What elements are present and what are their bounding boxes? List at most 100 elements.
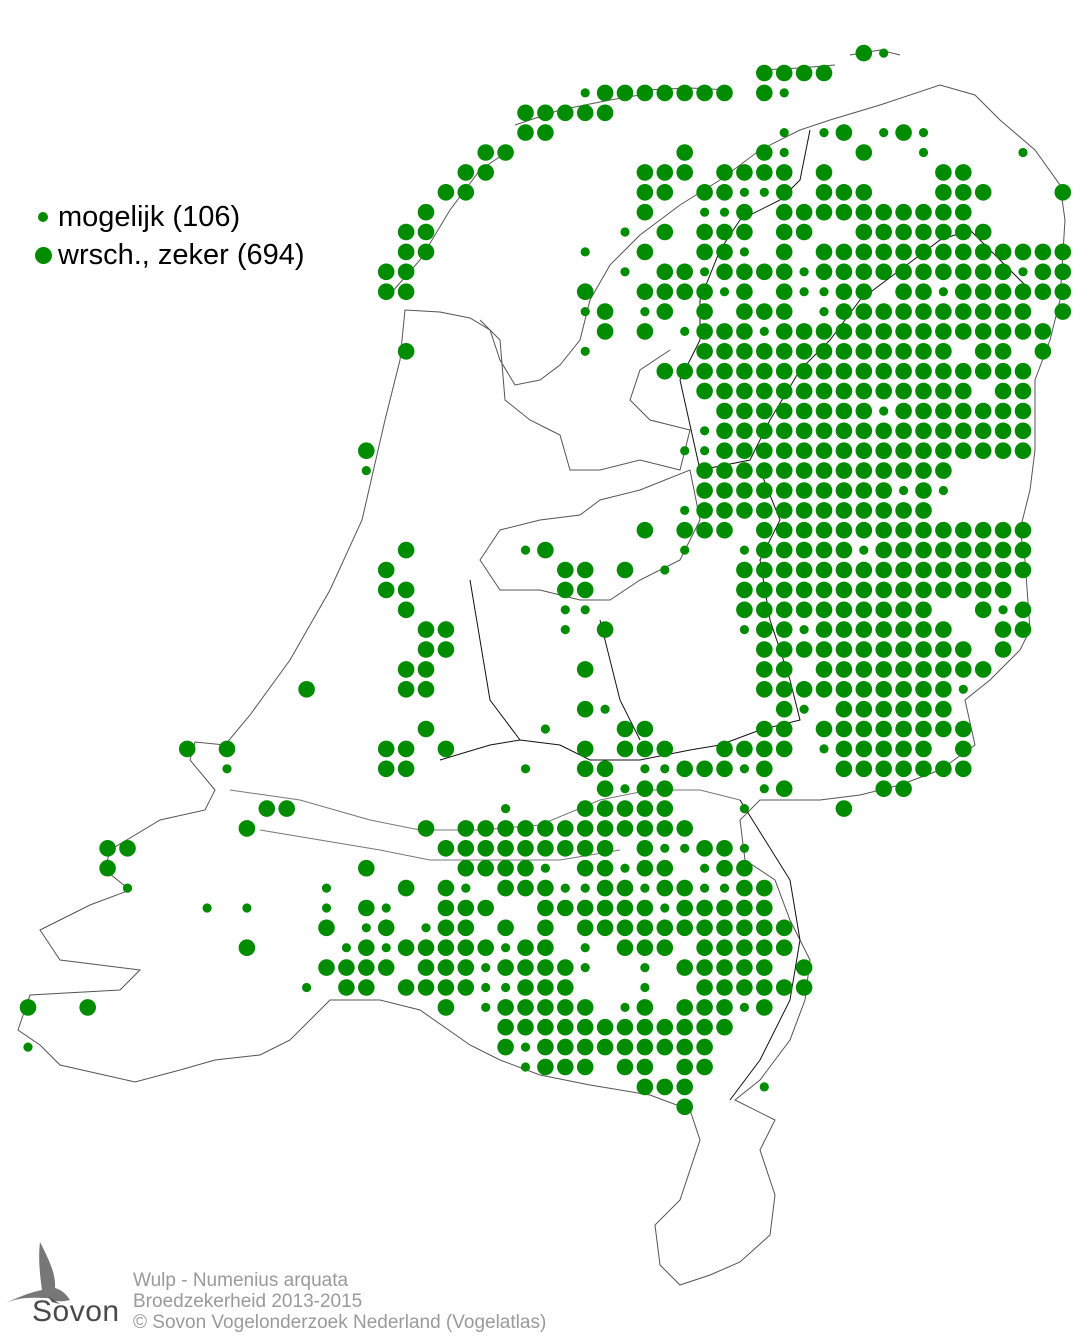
dot-probable-confirmed — [557, 899, 574, 917]
dot-probable-confirmed — [596, 899, 614, 917]
dot-probable-confirmed — [497, 820, 514, 837]
dot-probable-confirmed — [736, 959, 753, 976]
dot-probable-confirmed — [517, 939, 534, 956]
dot-probable-confirmed — [716, 164, 733, 181]
dot-probable-confirmed — [736, 879, 753, 897]
dot-probable-confirmed — [377, 740, 395, 758]
dot-possible — [819, 128, 829, 138]
dot-probable-confirmed — [457, 979, 475, 996]
legend-item-probable-confirmed: wrsch., zeker (694) — [28, 236, 305, 274]
dot-probable-confirmed — [696, 303, 713, 320]
dot-probable-confirmed — [596, 800, 614, 817]
dot-probable-confirmed — [676, 144, 693, 161]
dot-probable-confirmed — [815, 681, 833, 698]
dot-probable-confirmed — [935, 243, 952, 261]
dot-probable-confirmed — [974, 521, 992, 539]
dot-probable-confirmed — [1034, 263, 1052, 281]
dot-probable-confirmed — [696, 999, 713, 1016]
dot-probable-confirmed — [815, 621, 833, 638]
dot-probable-confirmed — [596, 919, 614, 937]
dot-probable-confirmed — [537, 979, 554, 996]
dot-possible — [700, 426, 710, 436]
dot-probable-confirmed — [19, 999, 37, 1016]
dot-probable-confirmed — [676, 521, 693, 539]
dot-probable-confirmed — [935, 184, 952, 201]
dot-probable-confirmed — [676, 1038, 693, 1056]
dot-probable-confirmed — [437, 999, 455, 1016]
dot-probable-confirmed — [895, 283, 912, 301]
dot-possible — [540, 724, 551, 734]
dot-probable-confirmed — [795, 502, 813, 519]
dot-probable-confirmed — [815, 343, 833, 360]
dot-probable-confirmed — [636, 164, 654, 181]
dot-probable-confirmed — [974, 343, 992, 360]
province-border — [679, 129, 1031, 471]
dot-probable-confirmed — [596, 1038, 614, 1056]
dot-probable-confirmed — [557, 959, 574, 976]
dot-probable-confirmed — [994, 561, 1012, 579]
dot-probable-confirmed — [895, 462, 912, 479]
dot-probable-confirmed — [974, 263, 992, 281]
dot-probable-confirmed — [955, 164, 972, 181]
dot-possible — [381, 943, 391, 953]
dot-probable-confirmed — [298, 681, 315, 698]
dot-possible — [1018, 267, 1028, 277]
dot-probable-confirmed — [756, 442, 773, 460]
dot-probable-confirmed — [457, 164, 475, 181]
dot-probable-confirmed — [795, 959, 813, 976]
dot-probable-confirmed — [895, 521, 912, 539]
dot-probable-confirmed — [537, 919, 554, 937]
dot-probable-confirmed — [775, 382, 793, 400]
dot-probable-confirmed — [915, 402, 932, 420]
dot-possible — [321, 903, 332, 913]
dot-probable-confirmed — [397, 223, 415, 241]
dot-probable-confirmed — [815, 502, 833, 519]
dot-probable-confirmed — [656, 84, 674, 102]
dot-probable-confirmed — [875, 681, 892, 698]
dot-probable-confirmed — [676, 283, 693, 301]
sovon-logo-text: Sovon — [32, 1295, 120, 1328]
dot-possible — [341, 943, 351, 953]
dot-probable-confirmed — [895, 700, 912, 718]
legend-item-possible: mogelijk (106) — [28, 198, 305, 236]
dot-probable-confirmed — [775, 402, 793, 420]
dot-probable-confirmed — [795, 521, 813, 539]
dot-probable-confirmed — [795, 442, 813, 460]
dot-probable-confirmed — [775, 184, 793, 201]
dot-probable-confirmed — [835, 700, 853, 718]
dot-probable-confirmed — [974, 323, 992, 340]
dot-probable-confirmed — [775, 362, 793, 380]
dot-probable-confirmed — [775, 979, 793, 996]
dot-probable-confirmed — [616, 820, 634, 837]
dot-probable-confirmed — [756, 561, 773, 579]
dot-probable-confirmed — [119, 840, 136, 857]
dot-probable-confirmed — [477, 939, 495, 956]
dot-probable-confirmed — [377, 919, 395, 937]
dot-possible — [481, 982, 491, 993]
dot-probable-confirmed — [596, 859, 614, 877]
dot-probable-confirmed — [477, 899, 495, 917]
dot-probable-confirmed — [756, 720, 773, 738]
dot-probable-confirmed — [795, 422, 813, 440]
dot-probable-confirmed — [676, 362, 693, 380]
dot-probable-confirmed — [895, 303, 912, 320]
dot-probable-confirmed — [835, 681, 853, 698]
dot-probable-confirmed — [974, 243, 992, 261]
dot-probable-confirmed — [497, 859, 514, 877]
dot-probable-confirmed — [875, 462, 892, 479]
dot-probable-confirmed — [557, 104, 574, 122]
dot-probable-confirmed — [716, 859, 733, 877]
dot-possible — [481, 963, 491, 973]
dot-probable-confirmed — [756, 641, 773, 658]
dot-possible — [580, 883, 590, 893]
dot-probable-confirmed — [935, 343, 952, 360]
dot-probable-confirmed — [676, 164, 693, 181]
dot-probable-confirmed — [895, 720, 912, 738]
dot-probable-confirmed — [895, 740, 912, 758]
dot-probable-confirmed — [616, 939, 634, 956]
dot-probable-confirmed — [736, 581, 753, 599]
dot-probable-confirmed — [636, 203, 654, 221]
dot-probable-confirmed — [756, 919, 773, 937]
dot-probable-confirmed — [795, 581, 813, 599]
dot-probable-confirmed — [875, 621, 892, 638]
